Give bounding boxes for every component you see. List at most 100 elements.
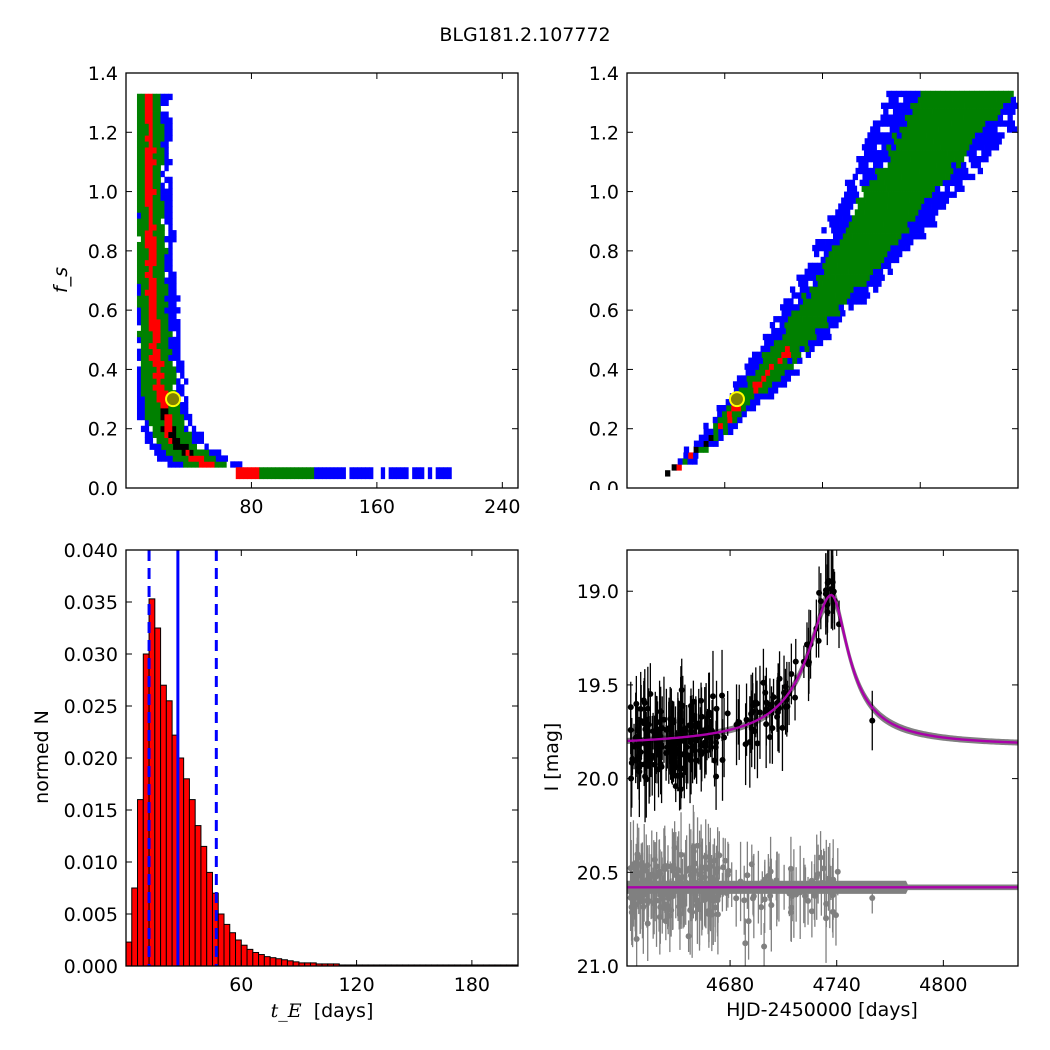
heatmap-cell bbox=[860, 197, 866, 204]
heatmap-cell bbox=[934, 185, 941, 192]
heatmap-cell bbox=[891, 233, 897, 240]
heatmap-cell bbox=[891, 90, 897, 98]
heatmap-cell bbox=[951, 150, 958, 157]
heatmap-cell bbox=[168, 419, 173, 427]
heatmap-cell bbox=[184, 443, 190, 450]
heatmap-cell bbox=[741, 410, 747, 418]
heatmap-cell bbox=[148, 378, 154, 385]
heatmap-cell bbox=[148, 295, 154, 302]
heatmap-cell bbox=[784, 304, 791, 311]
heatmap-cell bbox=[964, 102, 970, 109]
heatmap-cell bbox=[929, 114, 935, 121]
heatmap-cell bbox=[890, 156, 896, 163]
heatmap-cell bbox=[911, 203, 917, 210]
heatmap-cell bbox=[910, 156, 916, 163]
heatmap-cell bbox=[302, 467, 307, 480]
heatmap-cell bbox=[891, 132, 898, 139]
heatmap-cell bbox=[168, 241, 173, 249]
heatmap-cell bbox=[875, 126, 881, 133]
data-point bbox=[756, 709, 763, 716]
heatmap-cell bbox=[168, 437, 173, 444]
heatmap-cell bbox=[800, 327, 806, 335]
heatmap-cell bbox=[140, 93, 146, 101]
heatmap-cell bbox=[692, 458, 698, 465]
heatmap-cell bbox=[365, 467, 370, 480]
heatmap-cell bbox=[140, 372, 146, 379]
heatmap-cell bbox=[875, 167, 881, 175]
heatmap-cell bbox=[942, 138, 949, 145]
heatmap-cell bbox=[733, 387, 740, 394]
heatmap-cell bbox=[944, 156, 950, 163]
heatmap-cell bbox=[765, 345, 771, 353]
heatmap-cell bbox=[164, 360, 169, 367]
heatmap-cell bbox=[188, 455, 193, 462]
heatmap-cell bbox=[144, 230, 150, 237]
data-point bbox=[680, 751, 687, 758]
heatmap-cell bbox=[968, 156, 974, 163]
heatmap-cell bbox=[156, 164, 161, 172]
heatmap-cell bbox=[868, 191, 874, 198]
residual-point bbox=[808, 908, 815, 915]
data-point bbox=[782, 683, 789, 690]
heatmap-cell bbox=[136, 182, 142, 190]
heatmap-cell bbox=[859, 179, 865, 187]
heatmap-cell bbox=[140, 188, 146, 195]
heatmap-cell bbox=[876, 215, 882, 222]
residual-point bbox=[687, 872, 694, 879]
heatmap-cell bbox=[933, 126, 939, 133]
heatmap-cell bbox=[971, 150, 977, 157]
heatmap-cell bbox=[160, 224, 165, 231]
heatmap-cell bbox=[976, 96, 982, 104]
heatmap-cell bbox=[821, 333, 827, 341]
heatmap-cell bbox=[144, 224, 150, 231]
heatmap-cell bbox=[828, 268, 835, 275]
heatmap-cell bbox=[156, 135, 161, 142]
heatmap-cell bbox=[797, 316, 803, 323]
heatmap-cell bbox=[954, 185, 960, 192]
heatmap-cell bbox=[902, 120, 908, 127]
heatmap-cell bbox=[152, 123, 157, 130]
heatmap-cell bbox=[148, 147, 154, 154]
heatmap-cell bbox=[168, 93, 173, 101]
heatmap-cell bbox=[897, 108, 904, 115]
heatmap-cell bbox=[949, 90, 956, 98]
heatmap-cell bbox=[942, 179, 948, 187]
heatmap-cell bbox=[925, 173, 932, 181]
heatmap-cell bbox=[810, 327, 816, 335]
heatmap-cell bbox=[911, 132, 917, 139]
heatmap-cell bbox=[806, 274, 812, 281]
heatmap-cell bbox=[927, 108, 933, 115]
heatmap-cell bbox=[807, 262, 814, 270]
heatmap-cell bbox=[160, 324, 165, 332]
heatmap-cell bbox=[935, 144, 941, 151]
residual-point bbox=[632, 894, 639, 901]
heatmap-cell bbox=[160, 402, 165, 409]
heatmap-cell bbox=[140, 99, 146, 107]
heatmap-cell bbox=[160, 117, 165, 124]
heatmap-cell bbox=[937, 96, 943, 104]
heatmap-cell bbox=[784, 345, 791, 353]
heatmap-cell bbox=[936, 120, 942, 127]
heatmap-cell bbox=[825, 274, 832, 281]
heatmap-cell bbox=[329, 467, 335, 480]
heatmap-cell bbox=[152, 348, 157, 356]
heatmap-cell bbox=[156, 413, 161, 421]
heatmap-cell bbox=[160, 182, 165, 190]
heatmap-cell bbox=[962, 138, 968, 145]
heatmap-cell bbox=[937, 179, 944, 187]
heatmap-cell bbox=[173, 449, 179, 456]
heatmap-cell bbox=[764, 339, 770, 347]
heatmap-cell bbox=[136, 141, 142, 148]
heatmap-cell bbox=[820, 274, 827, 281]
heatmap-cell bbox=[230, 461, 235, 468]
heatmap-cell bbox=[907, 191, 913, 198]
heatmap-cell bbox=[946, 120, 952, 127]
clip-bottom bbox=[527, 966, 1050, 990]
heatmap-cell bbox=[184, 378, 189, 385]
heatmap-cell bbox=[971, 108, 977, 115]
heatmap-cell bbox=[164, 265, 169, 273]
heatmap-cell bbox=[958, 114, 964, 121]
heatmap-cell bbox=[940, 144, 946, 151]
heatmap-cell bbox=[804, 286, 810, 293]
